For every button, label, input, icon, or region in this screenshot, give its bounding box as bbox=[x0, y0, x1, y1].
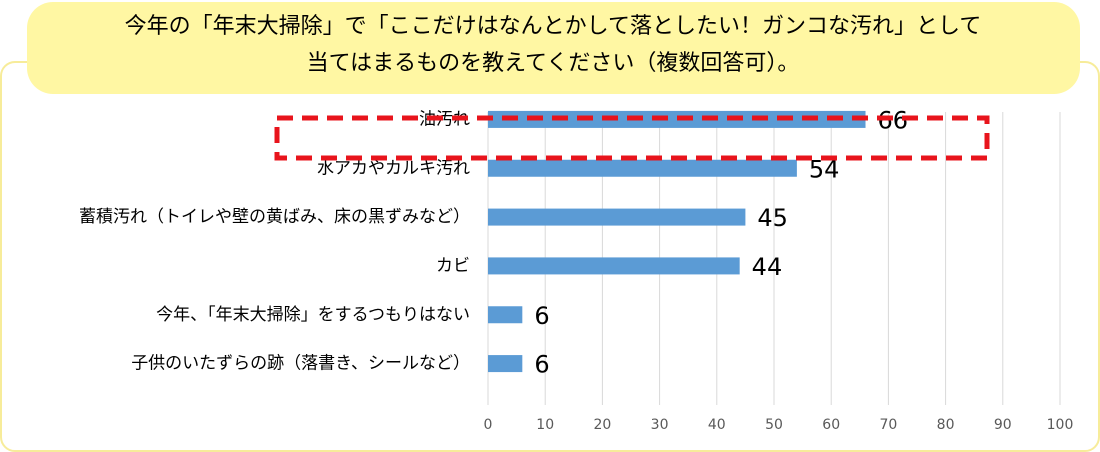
bar bbox=[488, 257, 740, 275]
x-tick-label: 30 bbox=[651, 417, 669, 433]
y-tick-label: 子供のいたずらの跡（落書き、シールなど） bbox=[131, 354, 470, 374]
highlight-box bbox=[274, 115, 990, 161]
y-tick-label: 油汚れ bbox=[419, 109, 470, 129]
bar bbox=[488, 159, 797, 177]
x-tick-label: 90 bbox=[994, 417, 1012, 433]
value-label: 44 bbox=[752, 253, 783, 281]
x-tick-label: 40 bbox=[708, 417, 726, 433]
x-tick-label: 60 bbox=[822, 417, 840, 433]
value-label: 6 bbox=[534, 302, 549, 330]
bar bbox=[488, 306, 523, 324]
value-label: 6 bbox=[534, 351, 549, 379]
bar bbox=[488, 208, 746, 226]
value-label: 45 bbox=[757, 204, 788, 232]
x-tick-label: 50 bbox=[765, 417, 783, 433]
y-tick-label: 水アカやカルキ汚れ bbox=[317, 158, 470, 178]
title-bubble bbox=[27, 2, 1080, 94]
x-tick-label: 100 bbox=[1047, 417, 1074, 433]
x-tick-label: 10 bbox=[536, 417, 554, 433]
chart-title: 当てはまるものを教えてください（複数回答可）。 bbox=[307, 51, 800, 76]
y-tick-label: 今年、「年末大掃除」をするつもりはない bbox=[156, 305, 470, 325]
chart-title: 今年の「年末大掃除」で「ここだけはなんとかして落としたい！ガンコな汚れ」として bbox=[125, 14, 982, 39]
bar bbox=[488, 355, 523, 373]
y-tick-label: カビ bbox=[436, 256, 470, 276]
x-tick-label: 20 bbox=[593, 417, 611, 433]
y-tick-label: 蓄積汚れ（トイレや壁の黄ばみ、床の黒ずみなど） bbox=[79, 207, 470, 227]
bar bbox=[488, 110, 866, 128]
x-tick-label: 70 bbox=[879, 417, 897, 433]
x-tick-label: 80 bbox=[937, 417, 955, 433]
x-tick-label: 0 bbox=[484, 417, 493, 433]
